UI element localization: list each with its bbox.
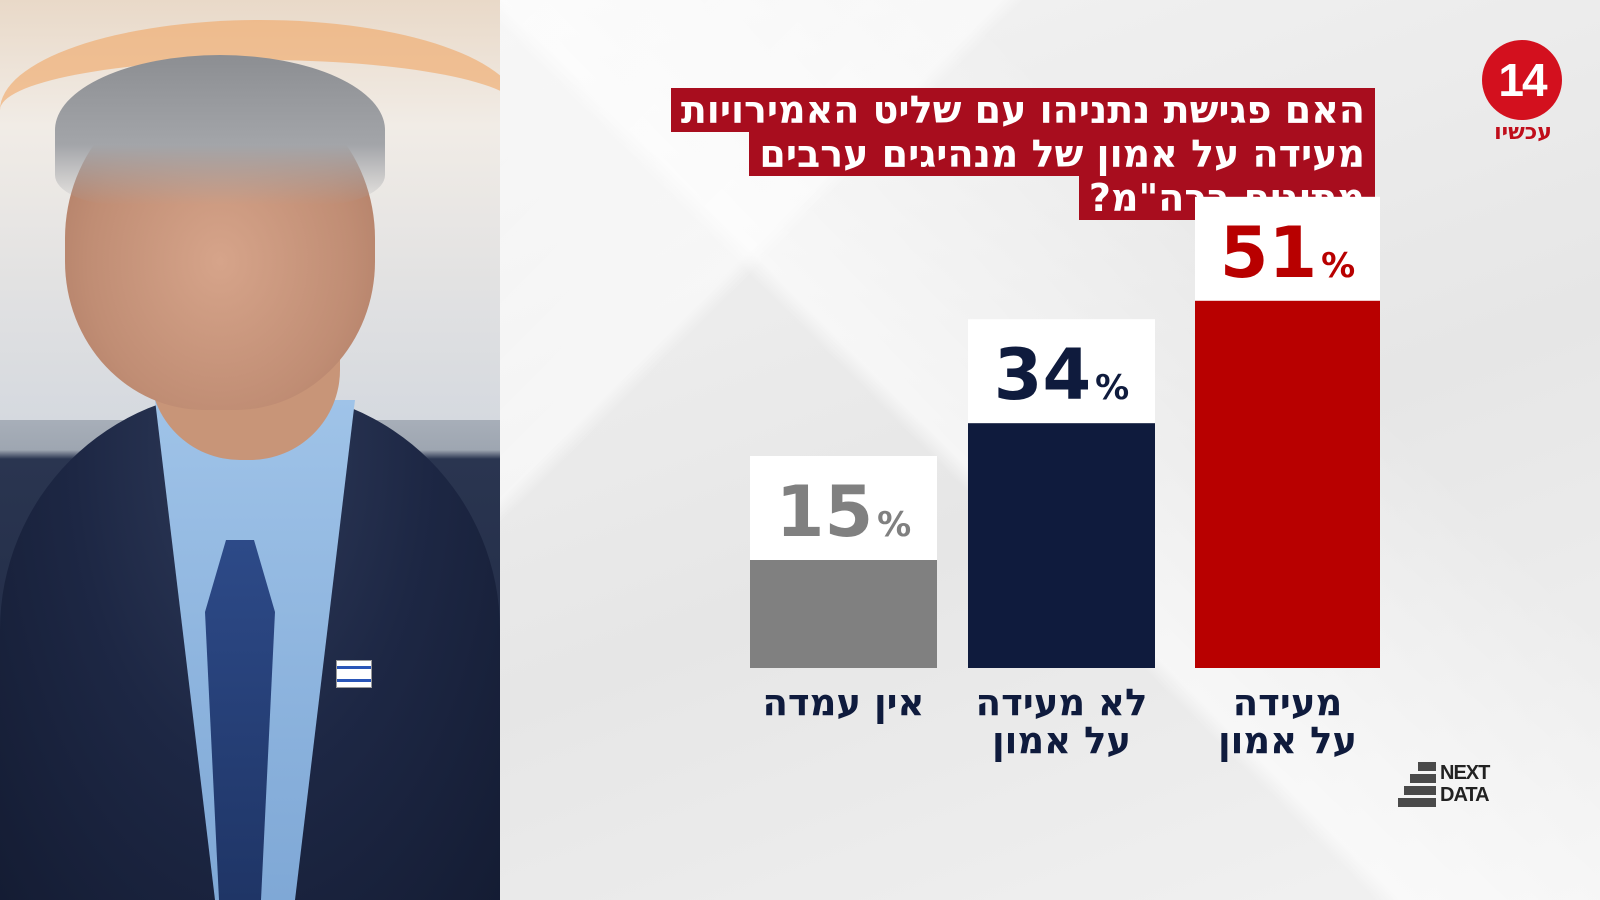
value-label-3: 15% bbox=[776, 471, 912, 553]
bar-3 bbox=[750, 560, 937, 668]
value-label-1: 51% bbox=[1220, 212, 1356, 294]
value-box-2 bbox=[968, 319, 1155, 424]
value-unit-3: % bbox=[877, 505, 911, 545]
portrait-photo bbox=[0, 0, 500, 900]
brand-text: NEXT DATA bbox=[1440, 762, 1490, 806]
category-label-3: אין עמדה bbox=[730, 684, 957, 722]
logo-number: 14 bbox=[1482, 40, 1562, 120]
category-label-1: מעידה על אמון bbox=[1175, 684, 1400, 760]
category-label-1-line-2: על אמון bbox=[1217, 719, 1358, 762]
person-tie bbox=[205, 540, 275, 900]
person-hair bbox=[55, 55, 385, 205]
value-unit-1: % bbox=[1321, 246, 1355, 286]
value-number-3: 15 bbox=[776, 471, 873, 553]
value-number-2: 34 bbox=[994, 334, 1091, 416]
flag-pin-icon bbox=[336, 660, 372, 688]
category-label-3-line-1: אין עמדה bbox=[762, 681, 925, 724]
chart-title: האם פגישת נתניהו עם שליט האמירויות מעידה… bbox=[535, 88, 1375, 220]
bar-1 bbox=[1195, 300, 1380, 668]
title-line-2: מעידה על אמון של מנהיגים ערבים bbox=[749, 132, 1375, 176]
value-number-1: 51 bbox=[1220, 212, 1317, 294]
category-label-2-line-2: על אמון bbox=[991, 719, 1132, 762]
value-box-1 bbox=[1195, 196, 1380, 301]
channel-logo: 14 עכשיו bbox=[1478, 40, 1568, 152]
title-line-1: האם פגישת נתניהו עם שליט האמירויות bbox=[670, 88, 1375, 132]
bar-2 bbox=[968, 423, 1155, 668]
category-label-2-line-1: לא מעידה bbox=[975, 681, 1148, 724]
value-unit-2: % bbox=[1095, 368, 1129, 408]
category-label-1-line-1: מעידה bbox=[1232, 681, 1343, 724]
logo-text: עכשיו bbox=[1494, 120, 1552, 145]
value-label-2: 34% bbox=[994, 334, 1130, 416]
category-label-2: לא מעידה על אמון bbox=[948, 684, 1175, 760]
brand-line-2: DATA bbox=[1440, 784, 1490, 806]
brand-line-1: NEXT bbox=[1440, 762, 1490, 784]
value-box-3 bbox=[750, 456, 937, 560]
next-data-logo: NEXT DATA bbox=[1398, 762, 1508, 812]
